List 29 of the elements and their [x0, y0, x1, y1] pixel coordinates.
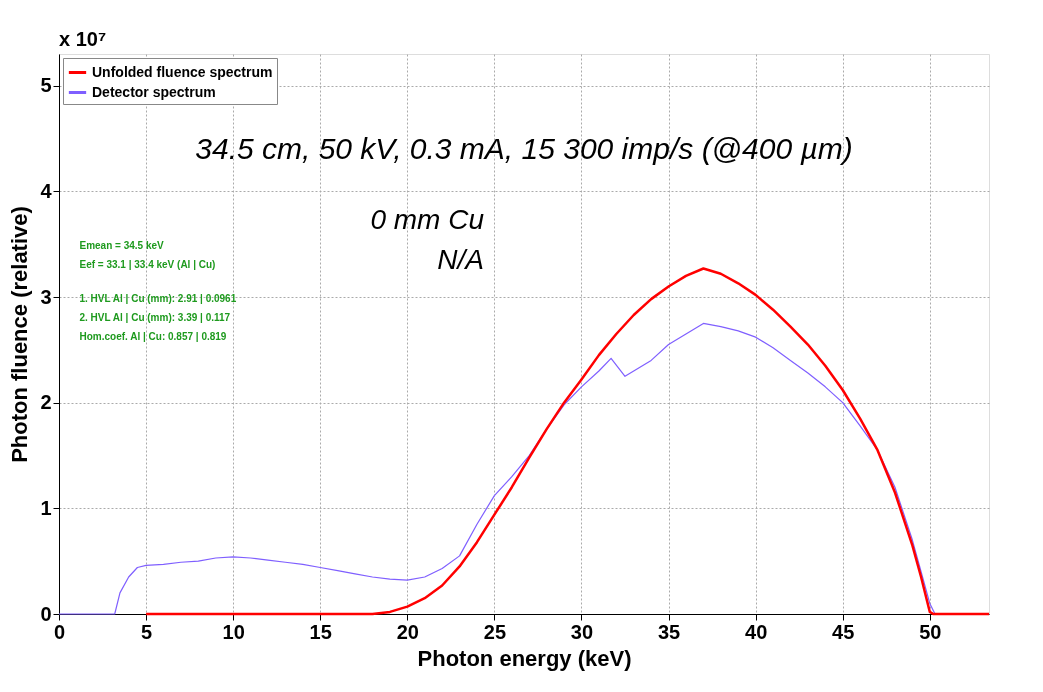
x-tick-label: 5 — [141, 620, 153, 643]
x-tick-label: 40 — [745, 620, 768, 643]
annotation: Emean = 34.5 keV — [79, 240, 165, 252]
x-tick-label: 20 — [396, 620, 419, 643]
annotation: 2. HVL Al | Cu (mm): 3.39 | 0.117 — [79, 312, 231, 324]
y-tick-label: 4 — [40, 179, 53, 202]
y-tick-label: 1 — [40, 496, 52, 519]
y-tick-label: 3 — [40, 285, 52, 308]
x-tick-label: 15 — [309, 620, 332, 643]
x-tick-label: 50 — [919, 620, 942, 643]
y-tick-label: 5 — [40, 74, 52, 97]
x-tick-label: 25 — [483, 620, 507, 643]
x-axis-title: Photon energy (keV) — [417, 645, 632, 671]
x-tick-label: 35 — [657, 620, 681, 643]
y-tick-label: 2 — [40, 391, 52, 414]
x-tick-label: 30 — [570, 620, 594, 643]
x-tick-label: 45 — [832, 620, 855, 643]
annotation: Eef = 33.1 | 33.4 keV (Al | Cu) — [79, 259, 216, 271]
x-tick-label: 10 — [222, 620, 245, 643]
y-axis-title: Photon fluence (relative) — [7, 206, 33, 463]
legend-label: Detector spectrum — [92, 83, 216, 100]
y-tick-label: 0 — [40, 602, 52, 625]
text: x 10⁷ — [59, 28, 107, 50]
annotation: 0 mm Cu — [370, 204, 485, 236]
legend-label: Unfolded fluence spectrum — [92, 63, 273, 80]
annotation: 1. HVL Al | Cu (mm): 2.91 | 0.0961 — [79, 293, 237, 305]
annotation: Hom.coef. Al | Cu: 0.857 | 0.819 — [79, 330, 227, 342]
annotation: 34.5 cm, 50 kV, 0.3 mA, 15 300 imp/s (@400 µm) — [195, 131, 853, 165]
annotation: N/A — [437, 243, 485, 275]
